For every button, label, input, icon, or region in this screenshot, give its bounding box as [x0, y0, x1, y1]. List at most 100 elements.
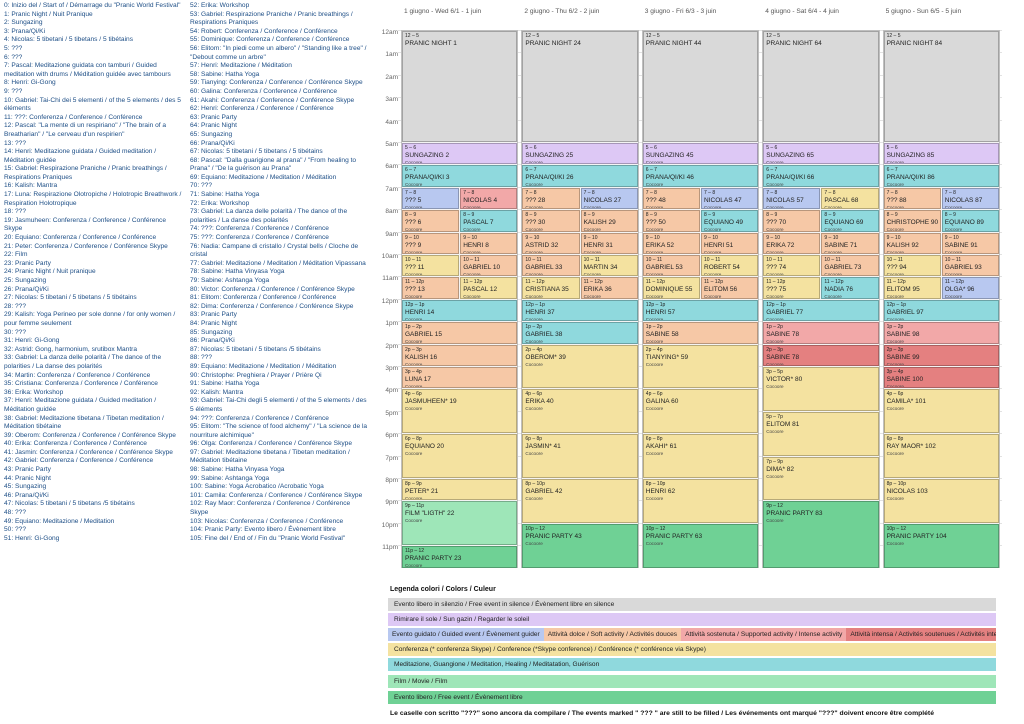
calendar-event[interactable]: 1p – 2p SABINE 98 Cocoore — [883, 322, 999, 344]
calendar-event[interactable]: 3p – 4p LUNA 17 Cocoore — [402, 367, 518, 389]
calendar-event[interactable]: 7 – 8??? 28 Cocoore — [522, 187, 580, 210]
calendar-event[interactable]: 7 – 8??? 88 Cocoore — [883, 187, 941, 210]
calendar-event[interactable]: 12p – 1p HENRI 37 Cocoore — [522, 299, 638, 322]
calendar-event[interactable]: 11 – 12p??? 13 Cocoore — [402, 277, 460, 299]
calendar-event[interactable]: 11 – 12p ELITOM 95 Cocoore — [883, 277, 941, 299]
calendar-event[interactable]: 12p – 1p HENRI 57 Cocoore — [642, 299, 759, 322]
calendar-event[interactable]: 5 – 6 SUNGAZING 2 Cocoore — [402, 143, 518, 165]
calendar-event[interactable]: 8 – 9??? 70 Cocoore — [763, 210, 821, 232]
calendar-event[interactable]: 1p – 2p SABINE 78 Cocoore — [763, 322, 879, 344]
calendar-event[interactable]: 4p – 6p JASMUHEEN* 19 Cocoore — [402, 389, 518, 434]
calendar-event[interactable]: 9 – 10 KALISH 92 Cocoore — [883, 232, 941, 254]
calendar-event[interactable]: 11 – 12p CRISTIANA 35 Cocoore — [522, 277, 580, 299]
calendar-event[interactable]: 11 – 12p DOMINIQUE 55 Cocoore — [642, 277, 700, 299]
calendar-event[interactable]: 8 – 9 PASCAL 7 Cocoore — [460, 210, 518, 232]
calendar-event[interactable]: 6 – 7 PRANA/QI/KI 46 Cocoore — [642, 165, 759, 187]
calendar-event[interactable]: 4p – 6p ERIKA 40 Cocoore — [522, 389, 638, 434]
calendar-event[interactable]: 7 – 8 PASCAL 68 Cocoore — [821, 187, 879, 210]
calendar-event[interactable]: 5 – 6 SUNGAZING 25 Cocoore — [522, 143, 638, 165]
calendar-event[interactable]: 8p – 10p NICOLAS 103 Cocoore — [883, 479, 999, 523]
calendar-event[interactable]: 11 – 12p??? 75 Cocoore — [763, 277, 821, 299]
calendar-event[interactable]: 11 – 12p NADIA 76 Cocoore — [821, 277, 879, 299]
calendar-event[interactable]: 10 – 11 MARTIN 34 Cocoore — [580, 255, 638, 277]
calendar-event[interactable]: 8 – 9??? 50 Cocoore — [642, 210, 700, 232]
calendar-event[interactable]: 10 – 11 GABRIEL 33 Cocoore — [522, 255, 580, 277]
calendar-event[interactable]: 3p – 5p VICTOR* 80 Cocoore — [763, 367, 879, 411]
calendar-event[interactable]: 1p – 2p SABINE 58 Cocoore — [642, 322, 759, 344]
calendar-event[interactable]: 8 – 9??? 30 Cocoore — [522, 210, 580, 232]
calendar-event[interactable]: 2p – 3p SABINE 99 Cocoore — [883, 344, 999, 366]
calendar-event[interactable]: 8 – 9??? 6 Cocoore — [402, 210, 460, 232]
calendar-event[interactable]: 9 – 10 HENRI 31 Cocoore — [580, 232, 638, 254]
calendar-event[interactable]: 12p – 1p GABRIEL 77 Cocoore — [763, 299, 879, 322]
calendar-event[interactable]: 11 – 12p ELITOM 56 Cocoore — [701, 277, 759, 299]
calendar-event[interactable]: 2p – 4p TIANYING* 59 Cocoore — [642, 344, 759, 389]
calendar-event[interactable]: 8 – 9 EQUIANO 69 Cocoore — [821, 210, 879, 232]
calendar-event[interactable]: 6p – 8p JASMIN* 41 Cocoore — [522, 434, 638, 478]
calendar-event[interactable]: 12 – 5 PRANIC NIGHT 24 — [522, 31, 638, 142]
calendar-event[interactable]: 8 – 9 EQUIANO 49 Cocoore — [701, 210, 759, 232]
calendar-event[interactable]: 7 – 8 NICOLAS 4 Cocoore — [460, 187, 518, 210]
calendar-event[interactable]: 10 – 11??? 11 Cocoore — [402, 255, 460, 277]
calendar-event[interactable]: 10 – 11 GABRIEL 10 Cocoore — [460, 255, 518, 277]
calendar-event[interactable]: 7 – 8 NICOLAS 27 Cocoore — [580, 187, 638, 210]
calendar-event[interactable]: 10p – 12 PRANIC PARTY 63 Cocoore — [642, 523, 759, 568]
calendar-event[interactable]: 6 – 7 PRANA/QI/KI 86 Cocoore — [883, 165, 999, 187]
calendar-event[interactable]: 8 – 9 CHRISTOPHE 90 Cocoore — [883, 210, 941, 232]
calendar-event[interactable]: 11 – 12p OLGA* 96 Cocoore — [941, 277, 999, 299]
calendar-event[interactable]: 1p – 2p GABRIEL 38 Cocoore — [522, 322, 638, 344]
calendar-event[interactable]: 5p – 7p ELITOM 81 Cocoore — [763, 411, 879, 456]
calendar-event[interactable]: 7 – 8 NICOLAS 87 Cocoore — [941, 187, 999, 210]
calendar-event[interactable]: 9 – 10 SABINE 91 Cocoore — [941, 232, 999, 254]
calendar-event[interactable]: 10 – 11??? 94 Cocoore — [883, 255, 941, 277]
calendar-event[interactable]: 9 – 10 ASTRID 32 Cocoore — [522, 232, 580, 254]
calendar-event[interactable]: 10 – 11 GABRIEL 93 Cocoore — [941, 255, 999, 277]
calendar-event[interactable]: 10p – 12 PRANIC PARTY 104 Cocoore — [883, 523, 999, 568]
calendar-event[interactable]: 6 – 7 PRANA/QI/KI 26 Cocoore — [522, 165, 638, 187]
calendar-event[interactable]: 4p – 6p CAMILA* 101 Cocoore — [883, 389, 999, 434]
calendar-event[interactable]: 8p – 10p GABRIEL 42 Cocoore — [522, 479, 638, 523]
calendar-event[interactable]: 12p – 1p GABRIEL 97 Cocoore — [883, 299, 999, 322]
calendar-event[interactable]: 12 – 5 PRANIC NIGHT 64 — [763, 31, 879, 142]
calendar-event[interactable]: 7 – 8 NICOLAS 47 Cocoore — [701, 187, 759, 210]
calendar-event[interactable]: 9p – 11p FILM "LIGTH" 22 Cocoore — [402, 501, 518, 546]
calendar-event[interactable]: 12p – 1p HENRI 14 Cocoore — [402, 299, 518, 322]
calendar-event[interactable]: 10 – 11??? 74 Cocoore — [763, 255, 821, 277]
calendar-event[interactable]: 8p – 10p HENRI 62 Cocoore — [642, 479, 759, 523]
calendar-event[interactable]: 9 – 10 SABINE 71 Cocoore — [821, 232, 879, 254]
calendar-event[interactable]: 8 – 9 KALISH 29 Cocoore — [580, 210, 638, 232]
calendar-event[interactable]: 12 – 5 PRANIC NIGHT 1 — [402, 31, 518, 142]
calendar-event[interactable]: 9 – 10 HENRI 51 Cocoore — [701, 232, 759, 254]
calendar-event[interactable]: 12 – 5 PRANIC NIGHT 44 — [642, 31, 759, 142]
calendar-event[interactable]: 1p – 2p GABRIEL 15 Cocoore — [402, 322, 518, 344]
calendar-event[interactable]: 7 – 8??? 48 Cocoore — [642, 187, 700, 210]
calendar-event[interactable]: 7 – 8 NICOLAS 57 Cocoore — [763, 187, 821, 210]
calendar-event[interactable]: 3p – 4p SABINE 100 Cocoore — [883, 367, 999, 389]
calendar-event[interactable]: 2p – 4p OBEROM* 39 Cocoore — [522, 344, 638, 389]
calendar-event[interactable]: 4p – 6p GALINA 60 Cocoore — [642, 389, 759, 434]
calendar-event[interactable]: 5 – 6 SUNGAZING 65 Cocoore — [763, 143, 879, 165]
calendar-event[interactable]: 6 – 7 PRANA/QI/KI 3 Cocoore — [402, 165, 518, 187]
calendar-event[interactable]: 10 – 11 ROBERT 54 Cocoore — [701, 255, 759, 277]
calendar-event[interactable]: 6 – 7 PRANA/QI/KI 66 Cocoore — [763, 165, 879, 187]
calendar-event[interactable]: 10 – 11 GABRIEL 73 Cocoore — [821, 255, 879, 277]
calendar-event[interactable]: 6p – 8p EQUIANO 20 Cocoore — [402, 434, 518, 478]
calendar-event[interactable]: 10 – 11 GABRIEL 53 Cocoore — [642, 255, 700, 277]
calendar-event[interactable]: 11p – 12 PRANIC PARTY 23 Cocoore — [402, 546, 518, 568]
calendar-event[interactable]: 11 – 12p PASCAL 12 Cocoore — [460, 277, 518, 299]
calendar-event[interactable]: 6p – 8p RAY MAOR* 102 Cocoore — [883, 434, 999, 478]
calendar-event[interactable]: 2p – 3p SABINE 78 Cocoore — [763, 344, 879, 366]
calendar-event[interactable]: 2p – 3p KALISH 16 Cocoore — [402, 344, 518, 366]
calendar-event[interactable]: 9 – 10 ERIKA 52 Cocoore — [642, 232, 700, 254]
calendar-event[interactable]: 9 – 10??? 9 Cocoore — [402, 232, 460, 254]
calendar-event[interactable]: 8 – 9 EQUIANO 89 Cocoore — [941, 210, 999, 232]
calendar-event[interactable]: 9 – 10 HENRI 8 Cocoore — [460, 232, 518, 254]
calendar-event[interactable]: 5 – 6 SUNGAZING 45 Cocoore — [642, 143, 759, 165]
calendar-event[interactable]: 10p – 12 PRANIC PARTY 43 Cocoore — [522, 523, 638, 568]
calendar-event[interactable]: 9p – 12 PRANIC PARTY 83 Cocoore — [763, 501, 879, 568]
calendar-event[interactable]: 7p – 9p DIMA* 82 Cocoore — [763, 456, 879, 501]
calendar-event[interactable]: 9 – 10 ERIKA 72 Cocoore — [763, 232, 821, 254]
calendar-event[interactable]: 12 – 5 PRANIC NIGHT 84 — [883, 31, 999, 142]
calendar-event[interactable]: 5 – 6 SUNGAZING 85 Cocoore — [883, 143, 999, 165]
calendar-event[interactable]: 7 – 8??? 5 Cocoore — [402, 187, 460, 210]
